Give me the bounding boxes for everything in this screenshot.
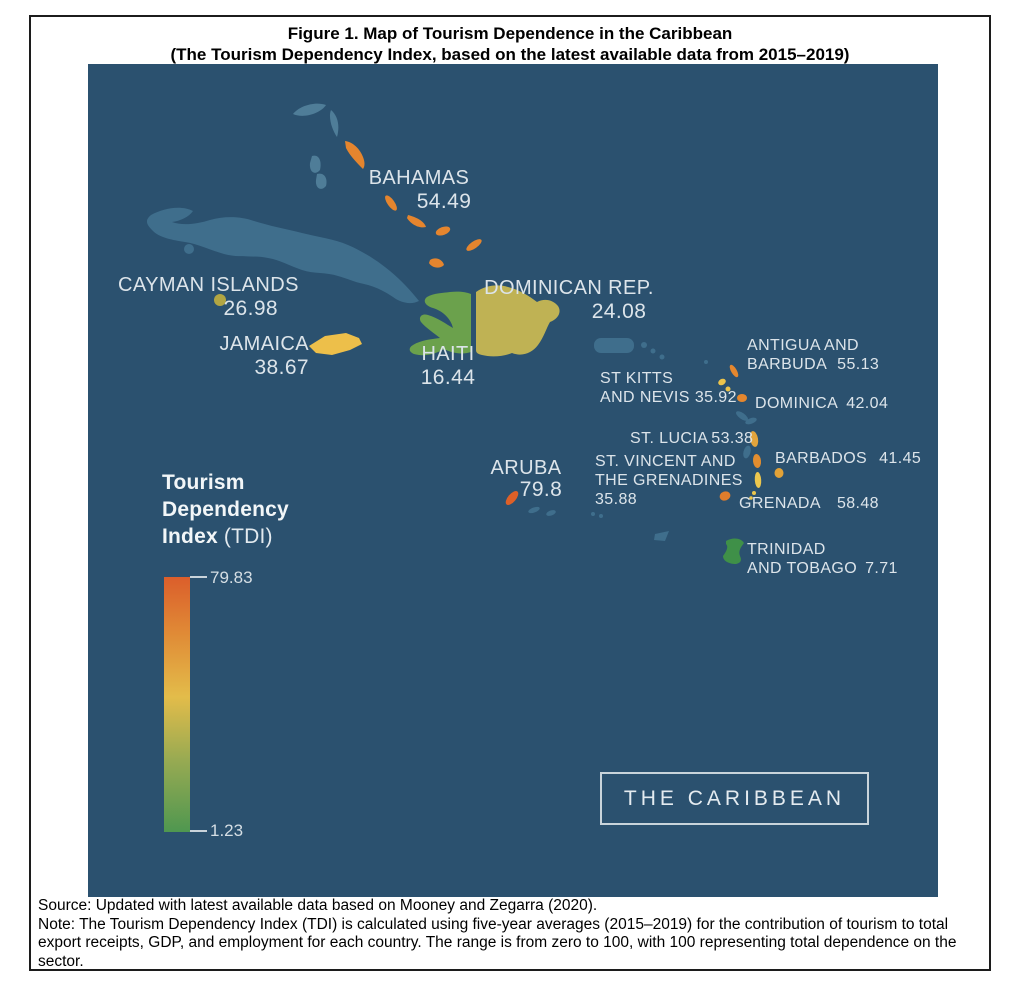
island-st-kitts-nevis xyxy=(718,378,731,392)
island-margarita xyxy=(654,531,669,541)
label-barbados: BARBADOS 41.45 xyxy=(775,450,922,467)
label-grenada: GRENADA 58.48 xyxy=(739,495,879,512)
label-dominica: DOMINICA 42.04 xyxy=(755,395,889,412)
label-bahamas: BAHAMAS 54.49 xyxy=(368,167,472,213)
island-curacao xyxy=(528,506,540,514)
island-martinique xyxy=(743,445,751,459)
legend-title: Tourism Dependency Index (TDI) xyxy=(162,471,289,548)
island-jamaica xyxy=(309,333,362,355)
legend-max-tick xyxy=(190,576,207,578)
figure-frame: Figure 1. Map of Tourism Dependence in t… xyxy=(29,15,991,971)
island-dominican-republic xyxy=(476,285,560,357)
label-cayman-islands: CAYMAN ISLANDS 26.98 xyxy=(118,274,299,320)
island-grenada xyxy=(719,491,731,501)
island-barbados xyxy=(774,468,784,478)
label-jamaica: JAMAICA 38.67 xyxy=(219,333,309,379)
label-st-vincent-grenadines: ST. VINCENT AND THE GRENADINES 35.88 xyxy=(595,453,743,508)
island-cayman xyxy=(214,294,226,306)
figure-title-line2: (The Tourism Dependency Index, based on … xyxy=(170,45,850,64)
island-st-vincent-grenadines xyxy=(749,472,762,500)
north-bahamas-uncolored-islands xyxy=(293,103,339,189)
label-antigua-barbuda: ANTIGUA AND BARBUDA 55.13 xyxy=(747,337,880,373)
island-antigua-barbuda xyxy=(729,364,747,402)
island-puerto-rico xyxy=(594,338,634,353)
caribbean-region-box: THE CARIBBEAN xyxy=(600,772,869,825)
caribbean-region-label: THE CARIBBEAN xyxy=(623,786,846,810)
figure-caption: Source: Updated with latest available da… xyxy=(38,897,970,971)
island-bonaire xyxy=(546,510,556,516)
island-haiti xyxy=(409,291,471,356)
legend-max-value: 79.83 xyxy=(210,568,253,587)
island-dominica xyxy=(749,431,759,447)
figure-title: Figure 1. Map of Tourism Dependence in t… xyxy=(31,23,989,65)
island-guadeloupe xyxy=(736,411,757,425)
island-aruba xyxy=(505,490,519,506)
caption-note: Note: The Tourism Dependency Index (TDI)… xyxy=(38,915,957,970)
island-cuba xyxy=(146,207,419,304)
figure-title-line1: Figure 1. Map of Tourism Dependence in t… xyxy=(287,24,733,43)
island-st-lucia xyxy=(752,454,762,468)
islet-dot xyxy=(591,512,595,516)
map-canvas xyxy=(146,103,784,564)
label-trinidad-tobago: TRINIDAD AND TOBAGO 7.71 xyxy=(747,541,898,577)
legend-min-tick xyxy=(190,830,207,832)
label-haiti: HAITI 16.44 xyxy=(420,343,476,389)
label-st-lucia: ST. LUCIA 53.38 xyxy=(630,430,754,447)
island-trinidad-tobago xyxy=(723,538,744,564)
island-bahamas xyxy=(345,141,482,268)
label-dominican-republic: DOMINICAN REP. 24.08 xyxy=(484,277,654,323)
island-isla-juventud xyxy=(184,244,194,254)
legend-gradient-bar xyxy=(164,577,190,832)
legend-min-value: 1.23 xyxy=(210,821,244,840)
caption-source: Source: Updated with latest available da… xyxy=(38,897,598,914)
label-st-kitts-nevis: ST KITTS AND NEVIS 35.92 xyxy=(600,370,737,406)
islet-dot xyxy=(599,514,603,518)
virgin-islands-dots xyxy=(641,342,708,364)
caribbean-map: BAHAMAS 54.49 CAYMAN ISLANDS 26.98 JAMAI… xyxy=(88,64,938,897)
label-aruba: ARUBA 79.8 xyxy=(490,457,563,501)
